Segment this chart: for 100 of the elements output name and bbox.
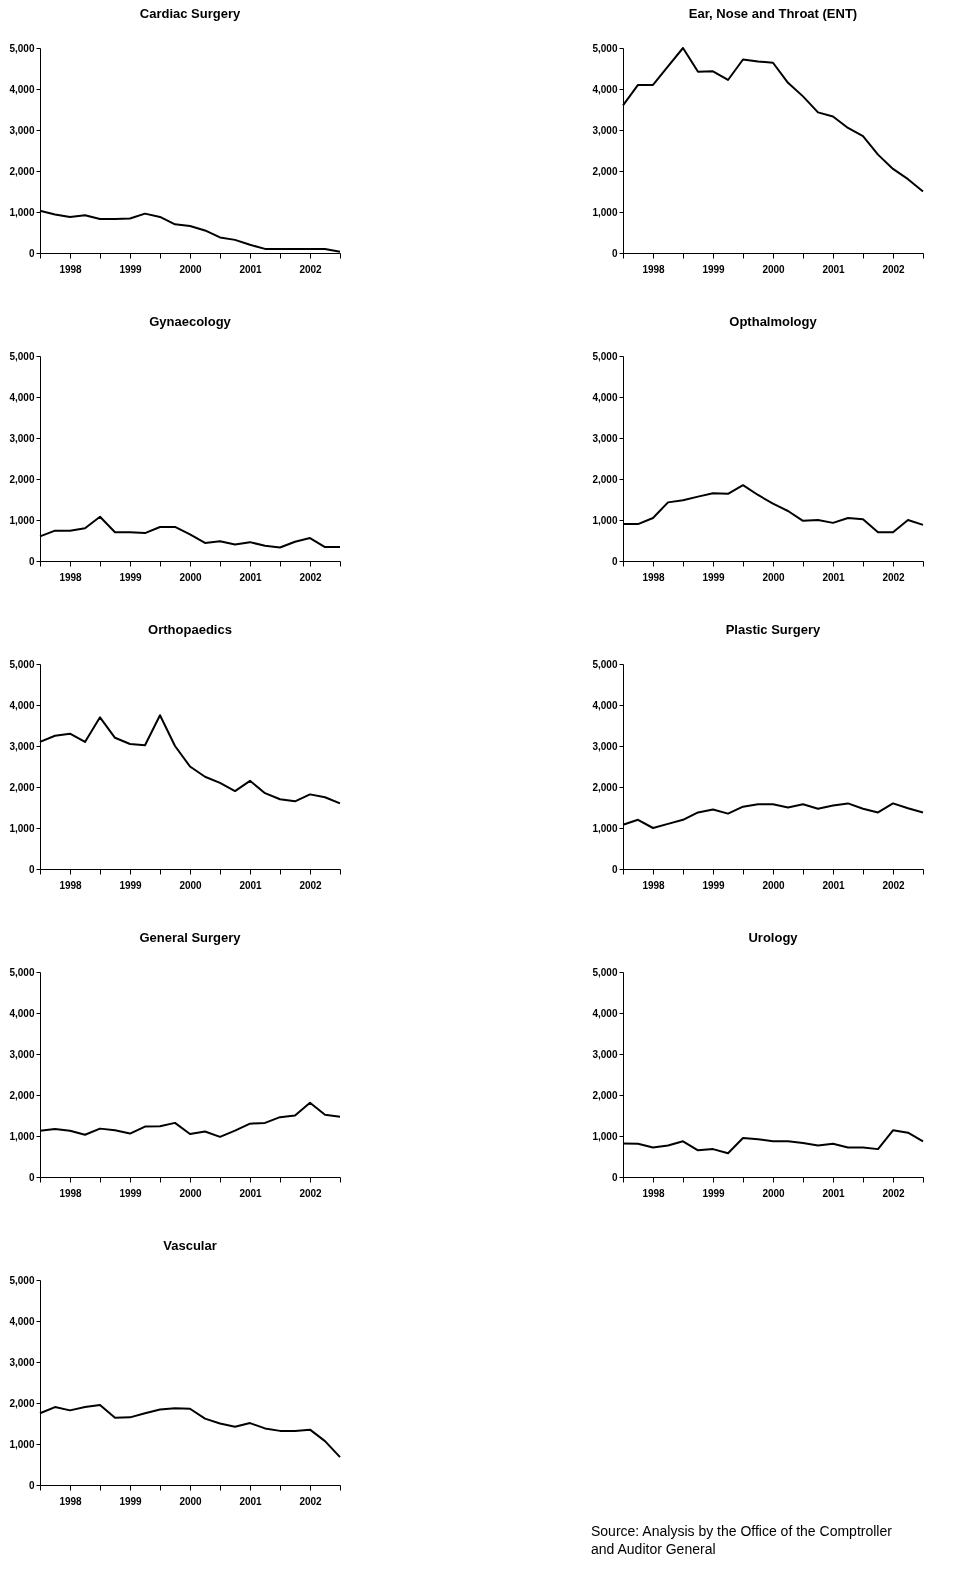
y-tick-label: 3,000	[9, 124, 35, 136]
y-tick-label: 1,000	[9, 1438, 35, 1450]
y-tick-label: 5,000	[592, 350, 618, 362]
x-tick-label: 2000	[179, 1495, 203, 1507]
y-tick-label: 1,000	[9, 206, 35, 218]
x-tick-label: 2002	[299, 1187, 323, 1199]
x-tick-label: 2000	[179, 571, 203, 583]
y-tick-label: 3,000	[592, 432, 618, 444]
x-tick-label: 2002	[882, 1187, 906, 1199]
x-tick-label: 1998	[642, 879, 666, 891]
x-tick-label: 1998	[59, 879, 83, 891]
y-tick-label: 5,000	[592, 966, 618, 978]
x-tick-label: 1999	[119, 571, 143, 583]
y-tick-label: 3,000	[592, 124, 618, 136]
x-tick-label: 2002	[299, 263, 323, 275]
y-tick-label: 2,000	[9, 1397, 35, 1409]
y-tick-label: 0	[28, 247, 35, 259]
y-tick-label: 1,000	[9, 514, 35, 526]
y-tick-label: 5,000	[9, 966, 35, 978]
y-tick-label: 4,000	[592, 699, 618, 711]
x-tick-label: 2000	[762, 263, 786, 275]
source-note: Source: Analysis by the Office of the Comptroller and Auditor General	[591, 1523, 893, 1557]
y-tick-label: 5,000	[592, 42, 618, 54]
x-tick-label: 2002	[882, 879, 906, 891]
y-tick-label: 5,000	[9, 350, 35, 362]
y-tick-label: 2,000	[9, 1089, 35, 1101]
y-tick-label: 0	[28, 1171, 35, 1183]
y-tick-label: 4,000	[9, 391, 35, 403]
y-tick-label: 4,000	[592, 391, 618, 403]
x-tick-label: 2001	[822, 263, 846, 275]
x-tick-label: 2001	[239, 1495, 263, 1507]
y-tick-label: 1,000	[9, 1130, 35, 1142]
y-tick-label: 4,000	[9, 83, 35, 95]
x-tick-label: 1999	[119, 263, 143, 275]
x-tick-label: 1999	[702, 571, 726, 583]
x-tick-label: 2001	[239, 879, 263, 891]
y-tick-label: 3,000	[592, 740, 618, 752]
y-tick-label: 0	[611, 555, 618, 567]
y-tick-label: 2,000	[592, 1089, 618, 1101]
x-tick-label: 1999	[702, 879, 726, 891]
y-tick-label: 5,000	[9, 1274, 35, 1286]
chart-title: Plastic Surgery	[725, 622, 822, 637]
x-tick-label: 2002	[299, 879, 323, 891]
chart-title: Cardiac Surgery	[139, 6, 241, 21]
x-tick-label: 1999	[702, 1187, 726, 1199]
x-tick-label: 1999	[119, 1187, 143, 1199]
y-tick-label: 1,000	[592, 1130, 618, 1142]
chart-title: Urology	[748, 930, 799, 945]
x-tick-label: 2002	[882, 571, 906, 583]
x-tick-label: 1998	[59, 263, 83, 275]
x-tick-label: 2000	[762, 571, 786, 583]
x-tick-label: 1999	[119, 1495, 143, 1507]
y-tick-label: 0	[28, 1479, 35, 1491]
y-tick-label: 1,000	[9, 822, 35, 834]
y-tick-label: 0	[611, 863, 618, 875]
y-tick-label: 2,000	[592, 165, 618, 177]
y-tick-label: 2,000	[592, 781, 618, 793]
y-tick-label: 0	[28, 555, 35, 567]
y-tick-label: 1,000	[592, 206, 618, 218]
y-tick-label: 5,000	[592, 658, 618, 670]
y-tick-label: 4,000	[9, 1315, 35, 1327]
y-tick-label: 3,000	[592, 1048, 618, 1060]
x-tick-label: 2001	[239, 571, 263, 583]
x-tick-label: 2001	[822, 879, 846, 891]
x-tick-label: 2001	[239, 263, 263, 275]
y-tick-label: 1,000	[592, 514, 618, 526]
y-tick-label: 0	[611, 247, 618, 259]
chart-title: Gynaecology	[149, 314, 232, 329]
chart-title: Orthopaedics	[148, 622, 232, 637]
y-tick-label: 3,000	[9, 1048, 35, 1060]
y-tick-label: 2,000	[592, 473, 618, 485]
x-tick-label: 1999	[702, 263, 726, 275]
x-tick-label: 1998	[59, 1187, 83, 1199]
x-tick-label: 1999	[119, 879, 143, 891]
x-tick-label: 2002	[882, 263, 906, 275]
chart-title: Opthalmology	[729, 314, 818, 329]
y-tick-label: 3,000	[9, 740, 35, 752]
x-tick-label: 2002	[299, 1495, 323, 1507]
y-tick-label: 0	[28, 863, 35, 875]
chart-title: Ear, Nose and Throat (ENT)	[688, 6, 858, 21]
x-tick-label: 1998	[59, 571, 83, 583]
y-tick-label: 2,000	[9, 473, 35, 485]
x-tick-label: 2000	[762, 1187, 786, 1199]
y-tick-label: 3,000	[9, 432, 35, 444]
y-tick-label: 3,000	[9, 1356, 35, 1368]
y-tick-label: 4,000	[9, 699, 35, 711]
y-tick-label: 2,000	[9, 781, 35, 793]
chart-title: Vascular	[163, 1238, 217, 1253]
x-tick-label: 2000	[179, 879, 203, 891]
x-tick-label: 1998	[642, 1187, 666, 1199]
y-tick-label: 0	[611, 1171, 618, 1183]
x-tick-label: 2001	[239, 1187, 263, 1199]
x-tick-label: 2000	[179, 263, 203, 275]
x-tick-label: 2000	[179, 1187, 203, 1199]
y-tick-label: 4,000	[592, 83, 618, 95]
y-tick-label: 5,000	[9, 658, 35, 670]
x-tick-label: 1998	[642, 571, 666, 583]
chart-title: General Surgery	[139, 930, 242, 945]
x-tick-label: 2001	[822, 1187, 846, 1199]
x-tick-label: 1998	[642, 263, 666, 275]
